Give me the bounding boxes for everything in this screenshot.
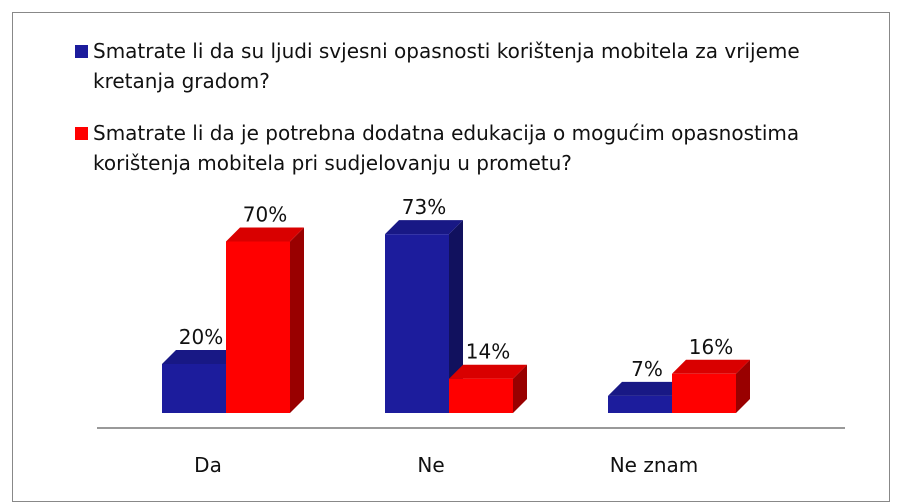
legend-swatch xyxy=(75,127,88,140)
bar-top xyxy=(226,227,304,242)
value-label: 20% xyxy=(179,325,223,349)
bar xyxy=(162,364,226,413)
bar xyxy=(226,241,290,413)
value-label: 73% xyxy=(402,195,446,219)
bar xyxy=(449,378,513,413)
legend-label: Smatrate li da je potrebna dodatna eduka… xyxy=(93,121,800,175)
bar xyxy=(608,395,672,413)
legend-label: Smatrate li da su ljudi svjesni opasnost… xyxy=(93,39,800,93)
x-tick-label: Ne xyxy=(417,453,444,477)
bar xyxy=(385,234,449,413)
legend-swatch xyxy=(75,45,88,58)
bar-top xyxy=(449,364,527,379)
legend-item: Smatrate li da je potrebna dodatna eduka… xyxy=(75,118,883,178)
x-tick-label: Ne znam xyxy=(610,453,699,477)
bar-side xyxy=(736,359,750,413)
bar-side xyxy=(513,364,527,413)
bar-side xyxy=(290,227,304,413)
bar xyxy=(672,373,736,413)
value-label: 7% xyxy=(631,357,663,381)
bar-top xyxy=(162,350,240,364)
value-label: 14% xyxy=(466,340,510,364)
value-label: 70% xyxy=(243,203,287,227)
bar-top xyxy=(385,220,463,235)
bar-top xyxy=(672,359,750,374)
bar-side xyxy=(449,220,463,413)
legend-item: Smatrate li da su ljudi svjesni opasnost… xyxy=(75,36,883,96)
bar-top xyxy=(608,381,686,396)
x-tick-label: Da xyxy=(194,453,222,477)
value-label: 16% xyxy=(689,335,733,359)
